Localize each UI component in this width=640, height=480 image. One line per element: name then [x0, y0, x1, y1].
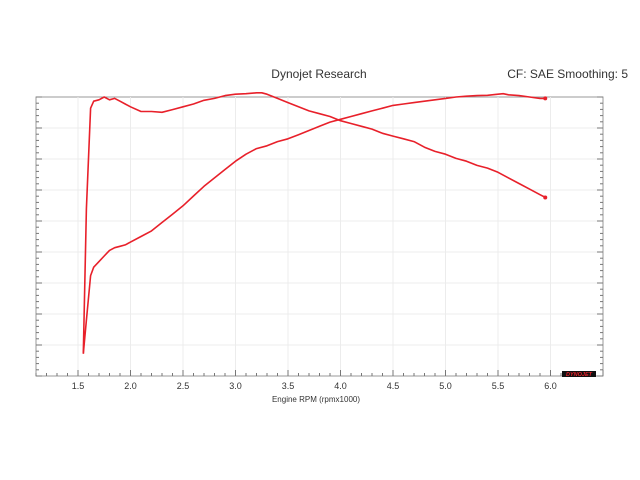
x-tick-label: 6.0 [544, 381, 557, 391]
series-end-point-1 [543, 96, 548, 101]
plot-frame [35, 96, 604, 377]
series-line-1 [82, 92, 546, 354]
x-tick-label: 2.5 [177, 381, 190, 391]
x-axis-ticks [35, 370, 604, 376]
grid [36, 97, 603, 376]
x-tick-label: 3.0 [229, 381, 242, 391]
x-tick-label: 5.0 [439, 381, 452, 391]
x-tick-label: 4.5 [387, 381, 400, 391]
x-tick-label: 5.5 [492, 381, 505, 391]
correction-info: CF: SAE Smoothing: 5 [507, 67, 628, 81]
series-line-2 [82, 92, 546, 354]
x-tick-labels: 1.5 2.0 2.5 3.0 3.5 4.0 4.5 5.0 5.5 6.0 [72, 381, 557, 391]
dynojet-logo: DYNOJET [562, 371, 596, 378]
right-axis-ticks [597, 96, 603, 377]
dynojet-logo-text: DYNOJET [566, 372, 593, 378]
chart-title: Dynojet Research [271, 67, 366, 81]
x-tick-label: 2.0 [124, 381, 137, 391]
left-axis-ticks [36, 96, 42, 377]
x-tick-label: 1.5 [72, 381, 85, 391]
x-tick-label: 3.5 [282, 381, 295, 391]
x-tick-label: 4.0 [334, 381, 347, 391]
series-end-point-2 [543, 195, 548, 200]
x-axis-title: Engine RPM (rpmx1000) [272, 395, 360, 404]
series-group [82, 92, 548, 354]
